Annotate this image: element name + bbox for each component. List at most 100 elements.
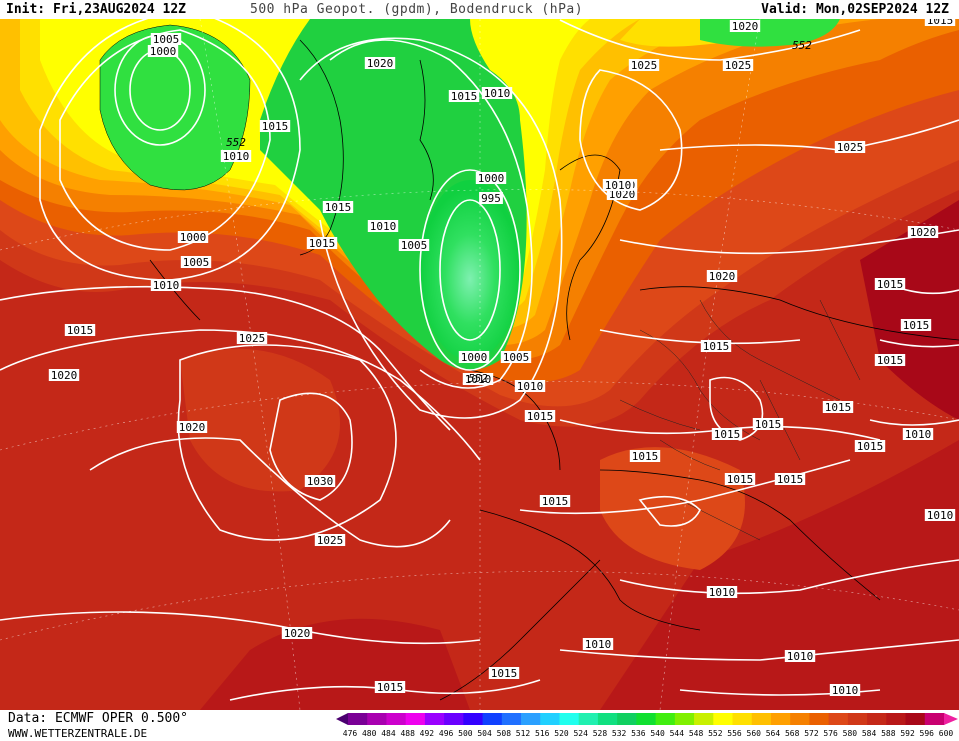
contour-labels: 552 552 552 bbox=[226, 39, 812, 385]
graticule bbox=[0, 19, 959, 710]
isobar-label: 1030 bbox=[307, 475, 334, 488]
scale-swatch bbox=[732, 713, 753, 725]
scale-tick-label: 584 bbox=[862, 729, 877, 738]
field-592 bbox=[600, 440, 959, 710]
isobar-label: 1015 bbox=[542, 495, 569, 508]
isobar-label-bg bbox=[902, 428, 934, 440]
scale-tick-label: 524 bbox=[573, 729, 588, 738]
isobar-label: 1000 bbox=[150, 45, 177, 58]
scale-tick-label: 508 bbox=[497, 729, 512, 738]
isobar-label-bg bbox=[706, 586, 738, 598]
scale-swatch bbox=[924, 713, 945, 725]
isobar-label-bg bbox=[481, 87, 513, 99]
scale-tick-label: 552 bbox=[708, 729, 723, 738]
isobar-label-bg bbox=[514, 380, 546, 392]
isobar-label-bg bbox=[834, 141, 866, 153]
isobar-label-bg bbox=[539, 495, 571, 507]
scale-tick-label: 496 bbox=[439, 729, 454, 738]
isobar-label-bg bbox=[462, 373, 494, 385]
isobar-label: 1020 bbox=[367, 57, 394, 70]
isobar-label-bg bbox=[304, 475, 336, 487]
scale-swatch bbox=[463, 713, 484, 725]
scale-tick-label: 488 bbox=[400, 729, 415, 738]
scale-tick-label: 588 bbox=[881, 729, 896, 738]
isobar-label-bg bbox=[784, 650, 816, 662]
isobar-label: 1015 bbox=[714, 428, 741, 441]
isobar-label: 1010 bbox=[832, 684, 859, 697]
isobar-label-bg bbox=[281, 627, 313, 639]
isobar-label-bg bbox=[874, 354, 906, 366]
scale-swatch bbox=[828, 713, 849, 725]
scale-tick-label: 596 bbox=[920, 729, 935, 738]
isobar-label-bg bbox=[700, 340, 732, 352]
scale-tick-label: 572 bbox=[804, 729, 819, 738]
isobar-label: 1015 bbox=[491, 667, 518, 680]
scale-swatch bbox=[482, 713, 503, 725]
chart-title: 500 hPa Geopot. (gpdm), Bodendruck (hPa) bbox=[250, 2, 584, 17]
isobar-label: 1015 bbox=[857, 440, 884, 453]
isobar-label-bg bbox=[628, 59, 660, 71]
isobar-label-bg bbox=[177, 231, 209, 243]
scale-tick-label: 568 bbox=[785, 729, 800, 738]
scale-swatch bbox=[867, 713, 887, 725]
scale-swatch bbox=[617, 713, 637, 725]
isobar-label: 1015 bbox=[903, 319, 930, 332]
isobar-label: 1010 bbox=[905, 428, 932, 441]
isobar-label: 1005 bbox=[183, 256, 210, 269]
isobar-label: 1015 bbox=[451, 90, 478, 103]
isobar-label-bg bbox=[259, 120, 291, 132]
scale-swatch bbox=[540, 713, 560, 725]
scale-tick-label: 576 bbox=[823, 729, 838, 738]
isobar-label-bg bbox=[64, 324, 96, 336]
scale-swatch bbox=[597, 713, 618, 725]
isobar-label: 1005 bbox=[401, 239, 428, 252]
isobar-label: 1020 bbox=[732, 20, 759, 33]
isobar-label-bg bbox=[854, 440, 886, 452]
isobar-label: 1010 bbox=[709, 586, 736, 599]
isobar-label-bg bbox=[722, 59, 754, 71]
isobar-label: 1010 bbox=[153, 279, 180, 292]
scale-swatch bbox=[905, 713, 926, 725]
isobar-label: 1000 bbox=[461, 351, 488, 364]
scale-swatch bbox=[655, 713, 676, 725]
isobar-label-bg bbox=[236, 332, 268, 344]
isobar-label: 1010 bbox=[605, 179, 632, 192]
scale-tick-label: 480 bbox=[362, 729, 377, 738]
isobar-label-bg bbox=[500, 351, 532, 363]
isobar-label-bg bbox=[306, 237, 338, 249]
isobar-label-bg bbox=[150, 33, 182, 45]
isobar-label-bg bbox=[602, 179, 634, 191]
isobar-label: 1020 bbox=[179, 421, 206, 434]
scale-tick-label: 500 bbox=[458, 729, 473, 738]
isobar-label: 1015 bbox=[825, 401, 852, 414]
isobar-label: 1020 bbox=[609, 188, 636, 201]
scale-swatch bbox=[751, 713, 772, 725]
scale-tick-label: 476 bbox=[343, 729, 358, 738]
footer: Data: ECMWF OPER 0.500° WWW.WETTERZENTRA… bbox=[0, 710, 959, 741]
isobar-label: 1015 bbox=[262, 120, 289, 133]
isobar-label-bg bbox=[582, 638, 614, 650]
valid-time: Valid: Mon,02SEP2024 12Z bbox=[761, 2, 949, 17]
website: WWW.WETTERZENTRALE.DE bbox=[8, 727, 148, 740]
scale-tick-label: 512 bbox=[516, 729, 531, 738]
scale-swatch bbox=[694, 713, 714, 725]
med-warm-pool bbox=[600, 447, 745, 570]
isobar-label-bg bbox=[220, 150, 252, 162]
contour-552-label: 552 bbox=[226, 136, 246, 149]
isobar-label: 1020 bbox=[709, 270, 736, 283]
scale-tick-label: 560 bbox=[747, 729, 762, 738]
scale-tick-label: 516 bbox=[535, 729, 550, 738]
isobar-label-bg bbox=[724, 473, 756, 485]
scale-swatch bbox=[790, 713, 810, 725]
isobar-label-bg bbox=[711, 428, 743, 440]
scale-tick-label: 492 bbox=[420, 729, 435, 738]
isobar-label-bg bbox=[147, 45, 179, 57]
isobar-label: 1010 bbox=[787, 650, 814, 663]
isobar-label: 1025 bbox=[725, 59, 752, 72]
isobar-label-bg bbox=[398, 239, 430, 251]
isobar-label-bg bbox=[48, 369, 80, 381]
isobar-label-bg bbox=[322, 201, 354, 213]
contour-552-a bbox=[99, 24, 251, 191]
scale-tick-label: 580 bbox=[843, 729, 858, 738]
